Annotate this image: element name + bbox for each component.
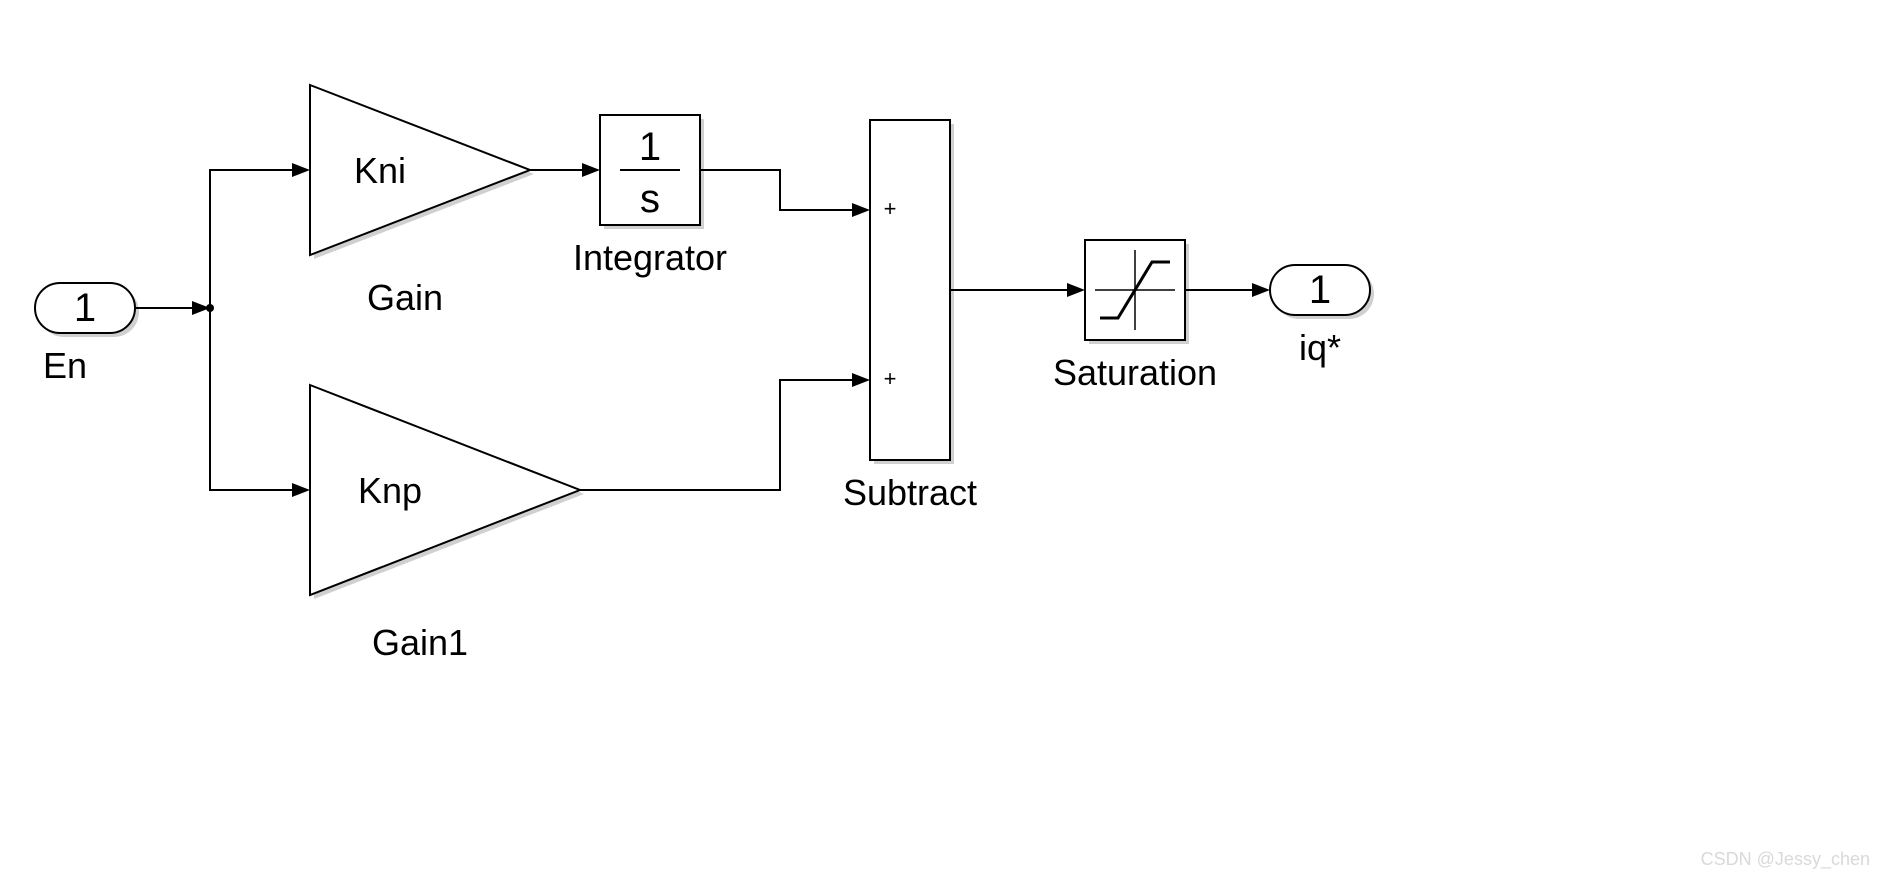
wire <box>700 170 861 210</box>
outport-number: 1 <box>1309 268 1331 312</box>
inport-label: En <box>43 345 87 386</box>
gain-kni-label: Gain <box>367 277 443 318</box>
arrowhead-icon <box>852 203 870 217</box>
inport-number: 1 <box>74 286 96 330</box>
saturation-block[interactable] <box>1085 240 1185 340</box>
gain-knp-param: Knp <box>358 470 422 511</box>
sum-sign-2: + <box>884 366 897 391</box>
wire <box>210 170 301 308</box>
arrowhead-icon <box>1067 283 1085 297</box>
saturation-label: Saturation <box>1053 352 1217 393</box>
subtract-block[interactable]: + + <box>870 120 950 460</box>
outport-block[interactable]: 1 <box>1270 265 1370 315</box>
arrowhead-icon <box>582 163 600 177</box>
gain-knp-block[interactable]: Knp <box>310 385 580 595</box>
sum-sign-1: + <box>884 196 897 221</box>
integrator-den: s <box>640 177 660 221</box>
shadows <box>39 89 1374 599</box>
gain-knp-label: Gain1 <box>372 622 468 663</box>
subtract-label: Subtract <box>843 472 977 513</box>
wire <box>580 380 861 490</box>
watermark-text: CSDN @Jessy_chen <box>1701 849 1870 870</box>
arrowhead-icon <box>852 373 870 387</box>
gain-kni-param: Kni <box>354 150 406 191</box>
wire <box>210 308 301 490</box>
integrator-label: Integrator <box>573 237 727 278</box>
branch-point <box>206 304 214 312</box>
inport-block[interactable]: 1 <box>35 283 135 333</box>
gain-kni-block[interactable]: Kni <box>310 85 530 255</box>
arrowhead-icon <box>1252 283 1270 297</box>
integrator-block[interactable]: 1 s <box>600 115 700 225</box>
arrowhead-icon <box>292 163 310 177</box>
arrowhead-icon <box>292 483 310 497</box>
simulink-diagram: 1 En Kni Gain Knp Gain1 1 s Integrator +… <box>0 0 1886 878</box>
integrator-num: 1 <box>639 125 661 169</box>
outport-label: iq* <box>1299 327 1341 368</box>
